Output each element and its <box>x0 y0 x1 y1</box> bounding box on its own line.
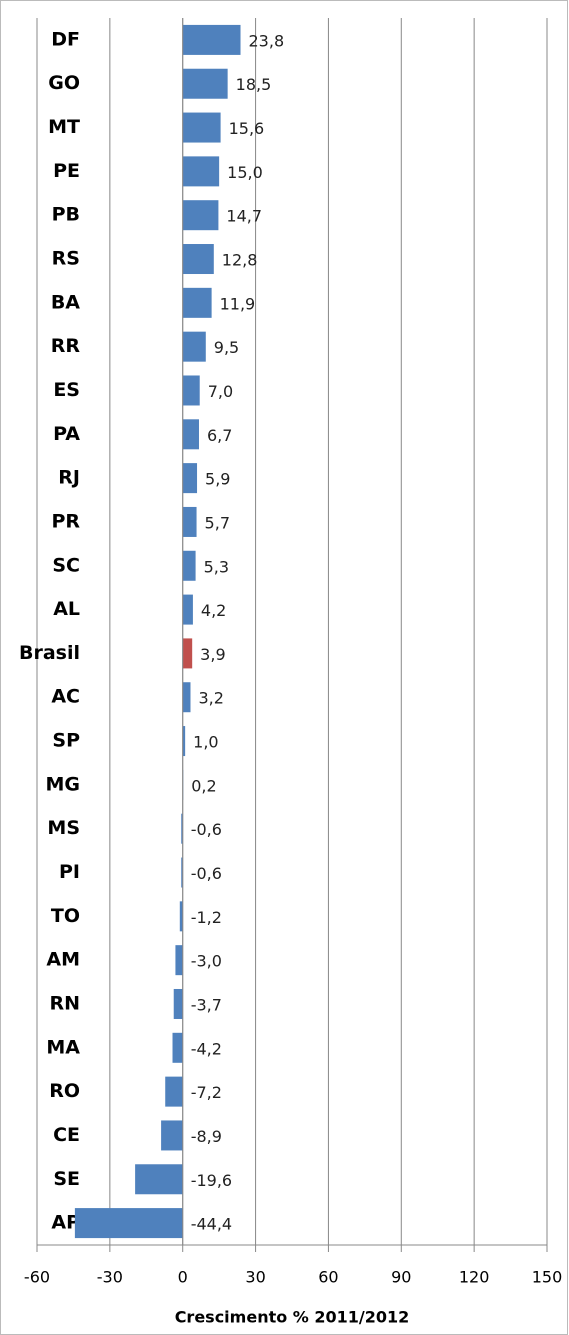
y-tick-label: RS <box>52 248 80 270</box>
bar <box>181 857 183 888</box>
value-label: -0,6 <box>191 820 222 839</box>
value-label: 5,9 <box>205 470 230 489</box>
y-tick-label: AM <box>46 949 80 971</box>
value-label: 14,7 <box>226 207 262 226</box>
y-tick-label: DF <box>51 28 80 50</box>
bar <box>182 112 221 143</box>
y-tick-label: SC <box>52 554 80 576</box>
value-label: 5,7 <box>205 513 230 532</box>
value-label: -7,2 <box>191 1083 222 1102</box>
value-label: -8,9 <box>191 1127 222 1146</box>
value-label: 1,0 <box>193 733 218 752</box>
x-tick-label: 60 <box>318 1268 338 1287</box>
value-label: -1,2 <box>191 908 222 927</box>
bar <box>182 682 191 713</box>
y-tick-label: PR <box>51 510 80 532</box>
bar <box>74 1208 183 1239</box>
y-tick-label: MS <box>47 817 80 839</box>
y-tick-label: Brasil <box>19 642 80 664</box>
y-tick-label: AP <box>51 1212 80 1234</box>
bar <box>182 68 228 99</box>
value-label: -4,2 <box>191 1039 222 1058</box>
bar <box>182 638 193 669</box>
y-tick-label: CE <box>53 1124 80 1146</box>
bar <box>182 726 186 757</box>
x-axis-title: Crescimento % 2011/2012 <box>175 1308 410 1327</box>
bar <box>182 550 196 581</box>
value-label: -44,4 <box>191 1215 232 1234</box>
bar <box>182 244 214 275</box>
bar <box>182 463 198 494</box>
value-label: 5,3 <box>204 557 229 576</box>
x-tick-label: 90 <box>391 1268 411 1287</box>
bar <box>182 156 220 187</box>
y-tick-label: BA <box>51 291 80 313</box>
y-tick-label: AC <box>51 686 80 708</box>
y-tick-label: AL <box>53 598 80 620</box>
value-label: -3,7 <box>191 995 222 1014</box>
value-label: 15,6 <box>229 119 265 138</box>
y-tick-label: ES <box>53 379 80 401</box>
value-label: -19,6 <box>191 1171 232 1190</box>
y-tick-label: MG <box>45 773 80 795</box>
y-tick-label: SP <box>52 730 80 752</box>
bar <box>182 287 212 318</box>
bar <box>179 901 183 932</box>
y-tick-label: MA <box>46 1036 80 1058</box>
y-tick-label: GO <box>48 72 80 94</box>
bar <box>182 419 199 450</box>
value-label: 4,2 <box>201 601 226 620</box>
x-tick-label: 120 <box>459 1268 490 1287</box>
bar <box>165 1076 183 1107</box>
value-label: 12,8 <box>222 251 258 270</box>
bar <box>181 813 183 844</box>
y-tick-label: MT <box>48 116 80 138</box>
y-tick-label: TO <box>51 905 80 927</box>
y-tick-label: PB <box>52 204 80 226</box>
bar <box>173 988 183 1019</box>
value-label: 0,2 <box>191 776 216 795</box>
value-label: 9,5 <box>214 338 239 357</box>
y-tick-label: PE <box>53 160 80 182</box>
bar <box>182 24 241 55</box>
value-label: 6,7 <box>207 426 232 445</box>
y-tick-label: SE <box>53 1168 80 1190</box>
x-tick-label: 0 <box>178 1268 188 1287</box>
y-tick-label: RO <box>49 1080 80 1102</box>
value-label: 11,9 <box>220 294 256 313</box>
y-tick-label: RJ <box>58 467 80 489</box>
y-tick-label: PI <box>59 861 80 883</box>
bar <box>172 1032 183 1063</box>
value-label: -0,6 <box>191 864 222 883</box>
value-label: 3,9 <box>200 645 225 664</box>
x-tick-label: -30 <box>97 1268 123 1287</box>
x-tick-label: 150 <box>532 1268 563 1287</box>
y-tick-label: RN <box>49 992 80 1014</box>
bar <box>182 594 193 625</box>
value-label: 3,2 <box>198 689 223 708</box>
x-tick-label: -60 <box>24 1268 50 1287</box>
x-tick-label: 30 <box>245 1268 265 1287</box>
value-label: 7,0 <box>208 382 233 401</box>
value-label: -3,0 <box>191 952 222 971</box>
bar <box>161 1120 183 1151</box>
y-tick-label: RR <box>51 335 81 357</box>
value-label: 23,8 <box>249 31 285 50</box>
value-label: 15,0 <box>227 163 263 182</box>
y-tick-label: PA <box>53 423 80 445</box>
bar <box>182 506 197 537</box>
bar <box>182 331 206 362</box>
bar <box>182 375 200 406</box>
bar <box>135 1164 183 1195</box>
value-label: 18,5 <box>236 75 272 94</box>
bar <box>182 200 219 231</box>
bar <box>175 945 183 976</box>
